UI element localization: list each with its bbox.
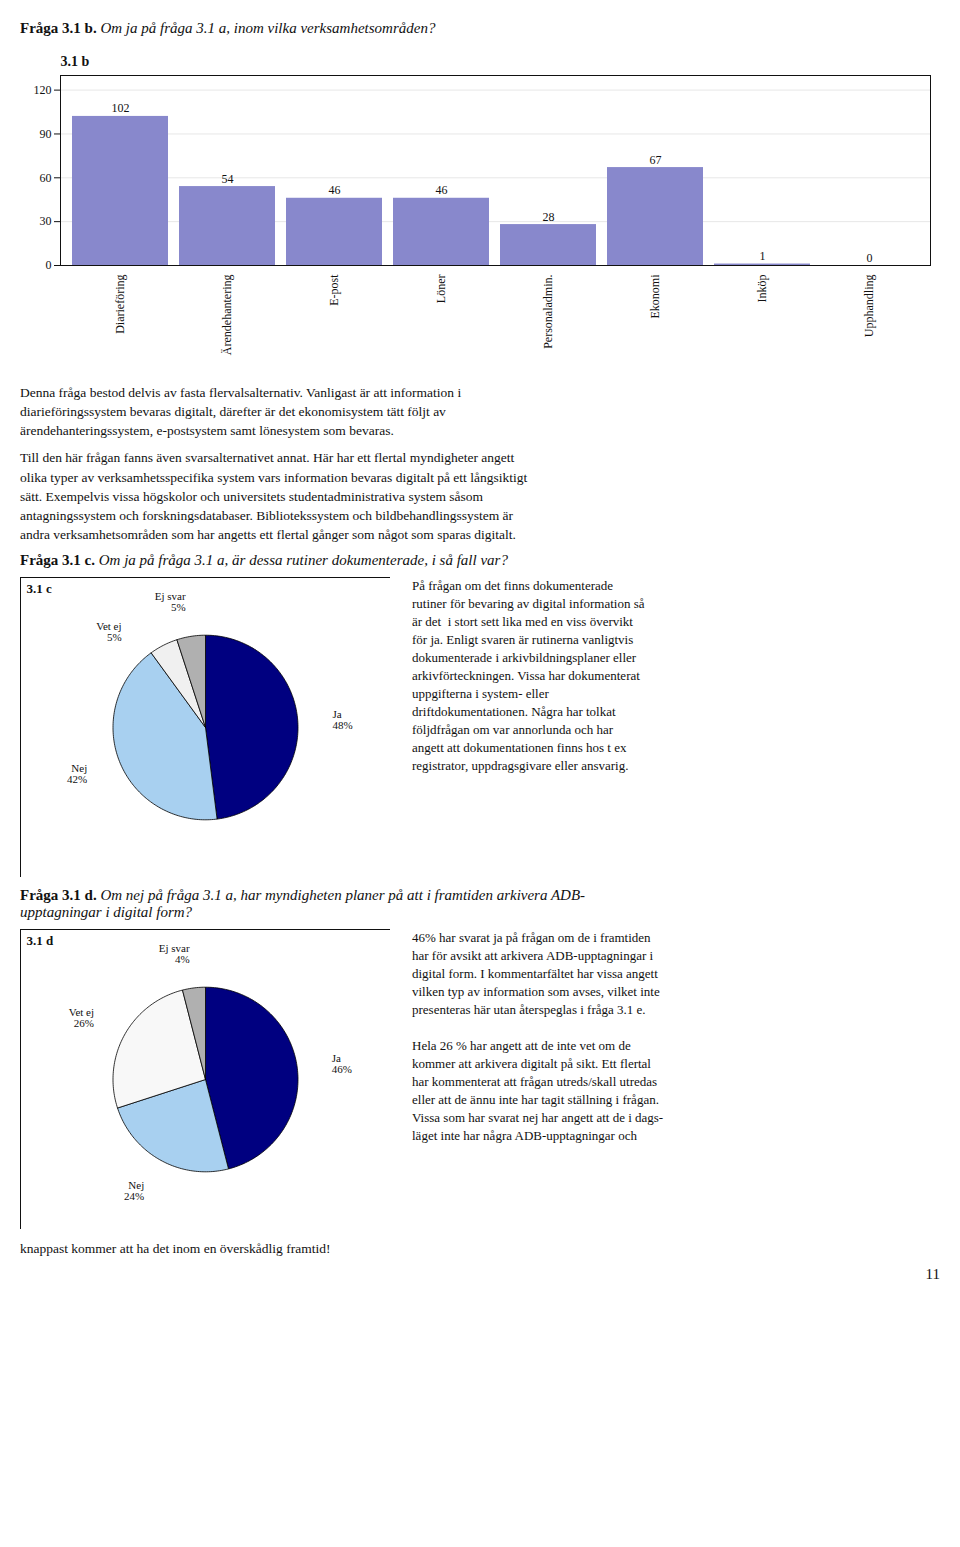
svg-text:120: 120	[34, 83, 52, 97]
svg-text:67: 67	[650, 153, 662, 167]
svg-text:3.1 b: 3.1 b	[61, 54, 90, 69]
html-text:På frågan om det finns dokumen: På frågan om det finns dokumenterade rut…	[412, 578, 645, 773]
svg-text:Ekonomi: Ekonomi	[648, 274, 662, 319]
svg-text:46: 46	[436, 183, 448, 197]
svg-text:90: 90	[40, 127, 52, 141]
svg-text:28: 28	[543, 210, 555, 224]
svg-text:Ja48%: Ja48%	[332, 708, 352, 731]
svg-text:0: 0	[867, 251, 873, 265]
svg-text:46: 46	[329, 183, 341, 197]
svg-text:102: 102	[112, 101, 130, 115]
svg-text:Personaladmin.: Personaladmin.	[541, 275, 555, 349]
html-text:knappast kommer att ha det ino: knappast kommer att ha det inom en övers…	[20, 1241, 331, 1257]
svg-text:Nej24%: Nej24%	[124, 1179, 144, 1202]
svg-text:Inköp: Inköp	[755, 275, 769, 303]
svg-text:Ja46%: Ja46%	[332, 1052, 352, 1075]
svg-text:60: 60	[40, 171, 52, 185]
svg-text:Löner: Löner	[434, 275, 448, 304]
svg-text:Ej svar5%: Ej svar5%	[155, 590, 186, 613]
html-text:Fråga 3.1 d. Om nej på fråga 3: Fråga 3.1 d. Om nej på fråga 3.1 a, har …	[20, 887, 586, 921]
html-text:11: 11	[925, 1266, 940, 1283]
svg-text:1: 1	[760, 249, 766, 263]
html-text:Denna fråga bestod delvis av f: Denna fråga bestod delvis av fasta flerv…	[20, 385, 462, 439]
svg-text:Vet ej5%: Vet ej5%	[96, 620, 121, 643]
svg-text:Upphandling: Upphandling	[862, 275, 876, 338]
svg-text:54: 54	[222, 172, 234, 186]
svg-text:3.1 d: 3.1 d	[27, 933, 55, 948]
svg-text:30: 30	[40, 214, 52, 228]
svg-text:3.1 c: 3.1 c	[27, 581, 53, 596]
html-text:Fråga 3.1 c. Om ja på fråga 3.: Fråga 3.1 c. Om ja på fråga 3.1 a, är de…	[20, 552, 508, 569]
svg-text:Ärendehantering: Ärendehantering	[220, 275, 234, 356]
svg-text:Nej42%: Nej42%	[67, 762, 87, 785]
svg-text:Ej svar4%: Ej svar4%	[159, 942, 190, 965]
svg-text:Vet ej26%: Vet ej26%	[69, 1007, 94, 1030]
svg-text:E-post: E-post	[327, 274, 341, 306]
html-text:46% har svarat ja på frågan om: 46% har svarat ja på frågan om de i fram…	[412, 930, 664, 1143]
svg-text:0: 0	[46, 258, 52, 272]
html-text:Till den här frågan fanns även: Till den här frågan fanns även svarsalte…	[20, 450, 528, 543]
html-text:Fråga 3.1 b. Om ja på fråga 3.: Fråga 3.1 b. Om ja på fråga 3.1 a, inom …	[20, 20, 436, 36]
svg-text:Diarieföring: Diarieföring	[113, 275, 127, 334]
